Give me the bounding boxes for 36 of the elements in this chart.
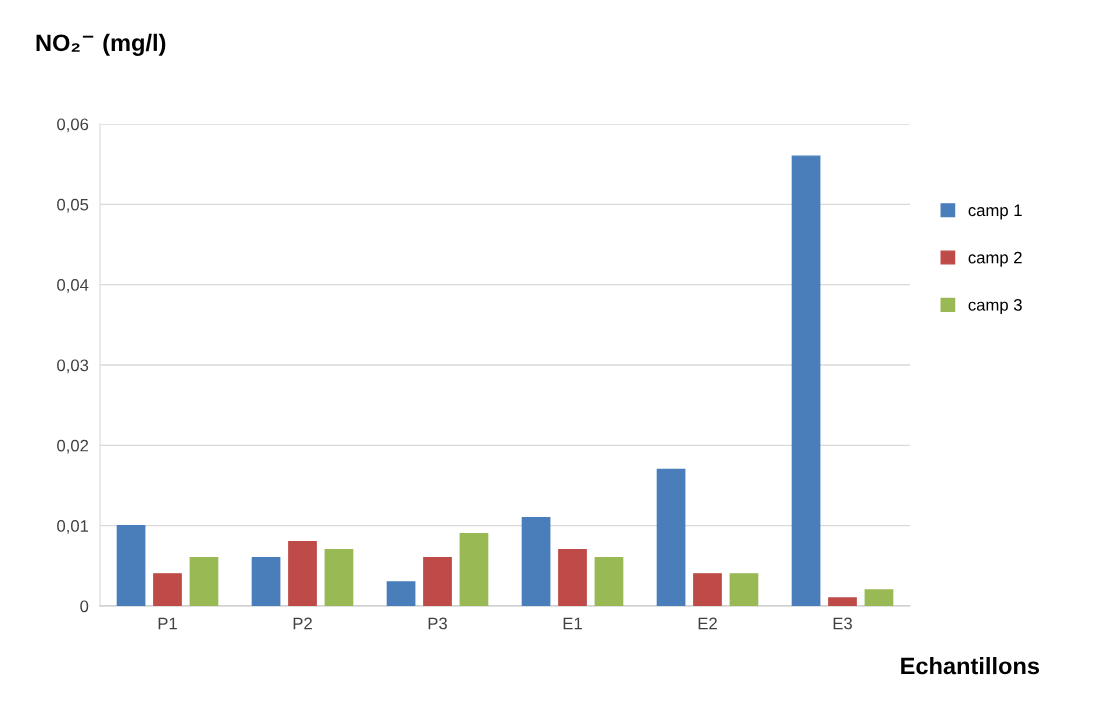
bar: [729, 573, 759, 606]
bar: [288, 541, 317, 606]
bar: [116, 524, 146, 606]
y-axis-title: NO₂$^{−}$ (mg/l): [36, 33, 166, 56]
y-tick-label: 0,01: [57, 520, 89, 534]
y-tick-label: 0,04: [57, 279, 89, 293]
bar: [459, 533, 489, 606]
legend-label: camp 1: [968, 204, 1022, 220]
y-tick-label: 0,03: [57, 359, 89, 374]
bar: [693, 573, 722, 606]
bar: [864, 589, 894, 606]
x-tick-label: P3: [428, 617, 447, 630]
y-tick-label: 0,06: [57, 118, 89, 133]
x-axis-title: Echantillons: [901, 656, 1040, 675]
legend-label: camp 2: [968, 251, 1022, 267]
y-tick-label: 0,05: [57, 198, 89, 213]
bar: [656, 468, 686, 606]
x-tick-label: P1: [158, 617, 177, 630]
bar: [189, 557, 219, 606]
x-tick-label: E1: [563, 617, 582, 630]
x-tick-label: E3: [833, 617, 852, 630]
bar: [594, 557, 624, 606]
x-tick-label: P2: [293, 617, 312, 630]
bar: [828, 597, 857, 606]
bar: [423, 557, 452, 606]
bar: [153, 573, 182, 606]
legend-label: camp 3: [968, 298, 1022, 315]
bar: [558, 549, 587, 606]
bar: [251, 557, 281, 606]
y-tick-label: 0,02: [57, 439, 89, 454]
bar: [521, 516, 551, 606]
x-tick-label: E2: [698, 617, 717, 630]
bar: [386, 581, 416, 606]
y-tick-label: 0: [80, 600, 89, 613]
bar: [791, 155, 821, 606]
bar: [324, 549, 354, 606]
